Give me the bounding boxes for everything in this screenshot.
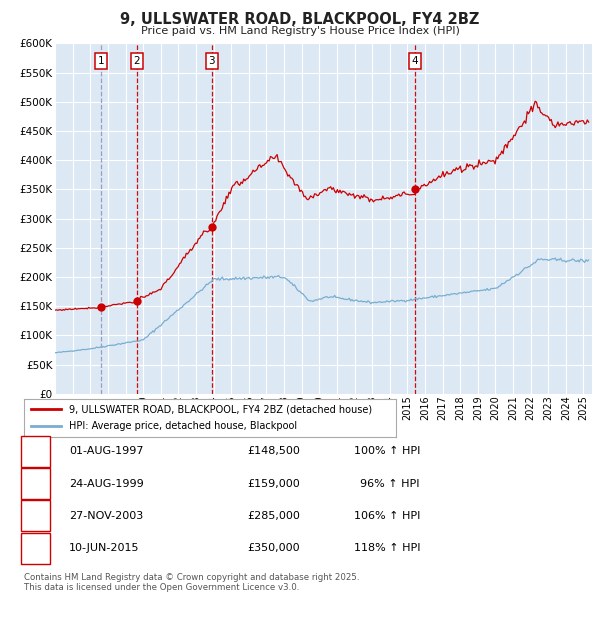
Text: 2: 2 bbox=[134, 56, 140, 66]
Text: 4: 4 bbox=[32, 543, 39, 553]
Text: 9, ULLSWATER ROAD, BLACKPOOL, FY4 2BZ (detached house): 9, ULLSWATER ROAD, BLACKPOOL, FY4 2BZ (d… bbox=[68, 404, 372, 414]
Text: 1: 1 bbox=[32, 446, 39, 456]
Text: 3: 3 bbox=[209, 56, 215, 66]
Text: Contains HM Land Registry data © Crown copyright and database right 2025.
This d: Contains HM Land Registry data © Crown c… bbox=[24, 573, 359, 592]
Text: 106% ↑ HPI: 106% ↑ HPI bbox=[353, 511, 420, 521]
Text: 118% ↑ HPI: 118% ↑ HPI bbox=[353, 543, 420, 553]
Text: 9, ULLSWATER ROAD, BLACKPOOL, FY4 2BZ: 9, ULLSWATER ROAD, BLACKPOOL, FY4 2BZ bbox=[121, 12, 479, 27]
Text: £148,500: £148,500 bbox=[247, 446, 300, 456]
Text: 1: 1 bbox=[97, 56, 104, 66]
Text: £159,000: £159,000 bbox=[247, 479, 300, 489]
Text: £285,000: £285,000 bbox=[247, 511, 300, 521]
Text: 3: 3 bbox=[32, 511, 39, 521]
Text: £350,000: £350,000 bbox=[247, 543, 300, 553]
Text: 96% ↑ HPI: 96% ↑ HPI bbox=[361, 479, 420, 489]
Text: 24-AUG-1999: 24-AUG-1999 bbox=[69, 479, 144, 489]
Text: 27-NOV-2003: 27-NOV-2003 bbox=[69, 511, 143, 521]
Text: 01-AUG-1997: 01-AUG-1997 bbox=[69, 446, 143, 456]
Text: HPI: Average price, detached house, Blackpool: HPI: Average price, detached house, Blac… bbox=[68, 422, 297, 432]
Text: 4: 4 bbox=[412, 56, 418, 66]
Text: Price paid vs. HM Land Registry's House Price Index (HPI): Price paid vs. HM Land Registry's House … bbox=[140, 26, 460, 36]
Text: 100% ↑ HPI: 100% ↑ HPI bbox=[353, 446, 420, 456]
Text: 2: 2 bbox=[32, 479, 39, 489]
Text: 10-JUN-2015: 10-JUN-2015 bbox=[69, 543, 139, 553]
